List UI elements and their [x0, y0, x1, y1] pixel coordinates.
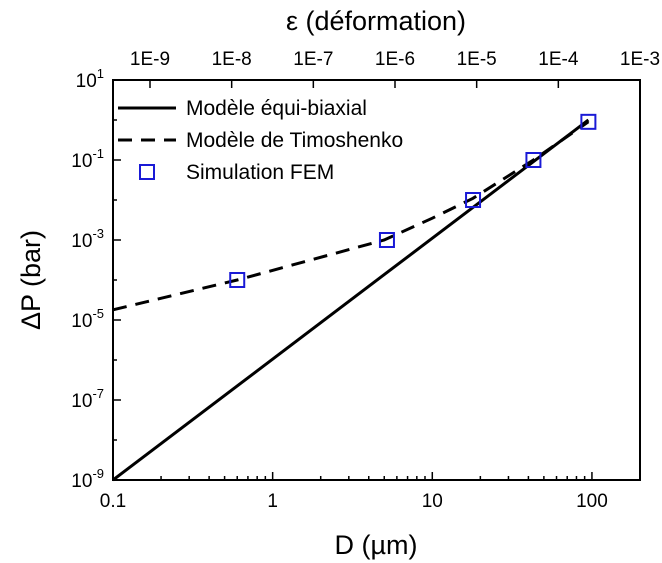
top-tick-label: 1E-5 [457, 49, 497, 70]
data-point [229, 272, 246, 288]
top-axis-title: ε (déformation) [286, 6, 466, 36]
y-tick-label: 10-7 [71, 386, 104, 412]
ticks: 0.1 1 10 100 1E-9 1E-8 1E-7 1E-6 1E-5 1E-4 1E-3 10-… [71, 49, 660, 512]
series-layer [112, 113, 597, 482]
legend-label: Simulation FEM [186, 161, 334, 184]
data-point [378, 232, 395, 248]
x-tick-label: 10 [422, 491, 443, 512]
series-modele-equi-biaxial [112, 118, 590, 482]
top-tick-label: 1E-8 [212, 49, 252, 70]
y-tick-label: 10-3 [71, 226, 104, 252]
legend-label: Modèle de Timoshenko [186, 129, 403, 152]
x-tick-label: 100 [576, 491, 608, 512]
data-point [465, 192, 482, 208]
y-axis-title: ΔP (bar) [16, 230, 46, 330]
y-tick-label: 10-5 [71, 306, 104, 332]
top-tick-label: 1E-3 [620, 49, 660, 70]
series-simulation-fem [229, 113, 597, 288]
legend-symbol [139, 164, 155, 180]
legend-label: Modèle équi-biaxial [186, 97, 367, 120]
legend: Modèle équi-biaxial Modèle de Timoshenko S… [118, 97, 403, 184]
series-modele-de-timoshenko [112, 120, 590, 312]
data-point [580, 113, 597, 130]
top-tick-label: 1E-6 [375, 49, 415, 70]
y-tick-label: 10-9 [71, 466, 104, 492]
top-tick-label: 1E-9 [130, 49, 170, 70]
x-tick-label: 0.1 [100, 491, 126, 512]
x-tick-label: 1 [267, 491, 278, 512]
y-tick-label: 10-1 [71, 146, 104, 172]
data-point [525, 152, 542, 168]
top-tick-label: 1E-4 [538, 49, 579, 70]
y-tick-label: 101 [76, 66, 104, 92]
top-tick-label: 1E-7 [293, 49, 333, 70]
x-axis-title: D (µm) [334, 530, 417, 560]
